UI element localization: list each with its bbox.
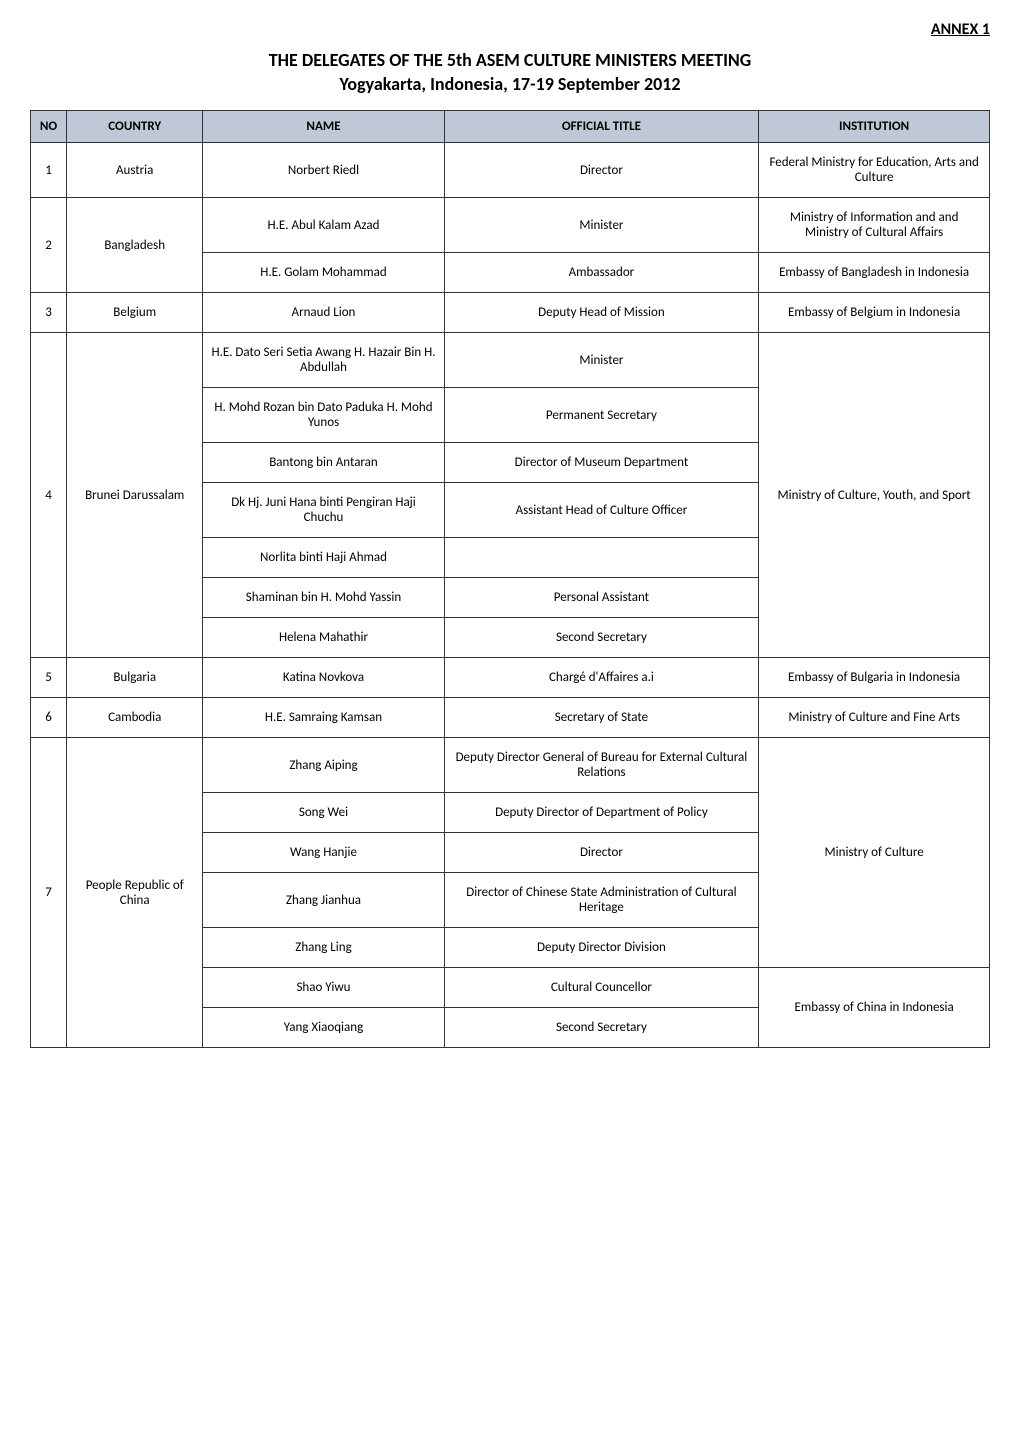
cell-title: Director of Museum Department [444, 443, 759, 483]
cell-title: Deputy Head of Mission [444, 293, 759, 333]
cell-no: 6 [31, 698, 67, 738]
table-row: 4 Brunei Darussalam H.E. Dato Seri Setia… [31, 333, 990, 388]
cell-title: Deputy Director General of Bureau for Ex… [444, 738, 759, 793]
cell-country: Brunei Darussalam [67, 333, 203, 658]
cell-title: Permanent Secretary [444, 388, 759, 443]
cell-name: Helena Mahathir [203, 618, 444, 658]
cell-no: 5 [31, 658, 67, 698]
cell-institution: Embassy of Bangladesh in Indonesia [759, 253, 990, 293]
cell-title: Second Secretary [444, 618, 759, 658]
cell-title [444, 538, 759, 578]
table-row: 2 Bangladesh H.E. Abul Kalam Azad Minist… [31, 198, 990, 253]
cell-institution: Embassy of Bulgaria in Indonesia [759, 658, 990, 698]
cell-country: Austria [67, 143, 203, 198]
cell-name: Arnaud Lion [203, 293, 444, 333]
cell-name: Norbert Riedl [203, 143, 444, 198]
cell-title: Director [444, 143, 759, 198]
cell-title: Director of Chinese State Administration… [444, 873, 759, 928]
cell-title: Ambassador [444, 253, 759, 293]
cell-name: Wang Hanjie [203, 833, 444, 873]
cell-name: Norlita binti Haji Ahmad [203, 538, 444, 578]
cell-name: Shaminan bin H. Mohd Yassin [203, 578, 444, 618]
cell-name: Bantong bin Antaran [203, 443, 444, 483]
cell-title: Secretary of State [444, 698, 759, 738]
cell-no: 4 [31, 333, 67, 658]
cell-no: 3 [31, 293, 67, 333]
cell-title: Second Secretary [444, 1008, 759, 1048]
cell-name: Song Wei [203, 793, 444, 833]
table-header-row: NO COUNTRY NAME OFFICIAL TITLE INSTITUTI… [31, 111, 990, 143]
delegates-table: NO COUNTRY NAME OFFICIAL TITLE INSTITUTI… [30, 110, 990, 1048]
cell-name: H.E. Samraing Kamsan [203, 698, 444, 738]
cell-institution: Embassy of China in Indonesia [759, 968, 990, 1048]
cell-country: Cambodia [67, 698, 203, 738]
table-row: 1 Austria Norbert Riedl Director Federal… [31, 143, 990, 198]
cell-institution: Federal Ministry for Education, Arts and… [759, 143, 990, 198]
col-header-title: OFFICIAL TITLE [444, 111, 759, 143]
cell-name: Shao Yiwu [203, 968, 444, 1008]
cell-no: 7 [31, 738, 67, 1048]
cell-institution: Ministry of Culture and Fine Arts [759, 698, 990, 738]
cell-title: Cultural Councellor [444, 968, 759, 1008]
col-header-no: NO [31, 111, 67, 143]
table-row: 6 Cambodia H.E. Samraing Kamsan Secretar… [31, 698, 990, 738]
table-row: 7 People Republic of China Zhang Aiping … [31, 738, 990, 793]
cell-name: H.E. Golam Mohammad [203, 253, 444, 293]
cell-institution: Ministry of Culture, Youth, and Sport [759, 333, 990, 658]
cell-title: Personal Assistant [444, 578, 759, 618]
cell-no: 2 [31, 198, 67, 293]
cell-title: Minister [444, 333, 759, 388]
cell-name: Katina Novkova [203, 658, 444, 698]
cell-name: H.E. Dato Seri Setia Awang H. Hazair Bin… [203, 333, 444, 388]
cell-name: Zhang Ling [203, 928, 444, 968]
cell-country: Belgium [67, 293, 203, 333]
cell-title: Director [444, 833, 759, 873]
cell-country: People Republic of China [67, 738, 203, 1048]
page-title-main: THE DELEGATES OF THE 5th ASEM CULTURE MI… [30, 49, 990, 71]
table-row: 3 Belgium Arnaud Lion Deputy Head of Mis… [31, 293, 990, 333]
col-header-institution: INSTITUTION [759, 111, 990, 143]
cell-country: Bulgaria [67, 658, 203, 698]
page-title-sub: Yogyakarta, Indonesia, 17-19 September 2… [30, 73, 990, 95]
cell-title: Deputy Director Division [444, 928, 759, 968]
col-header-name: NAME [203, 111, 444, 143]
cell-name: Dk Hj. Juni Hana binti Pengiran Haji Chu… [203, 483, 444, 538]
cell-title: Minister [444, 198, 759, 253]
cell-name: Yang Xiaoqiang [203, 1008, 444, 1048]
cell-name: Zhang Aiping [203, 738, 444, 793]
cell-name: Zhang Jianhua [203, 873, 444, 928]
cell-title: Chargé d'Affaires a.i [444, 658, 759, 698]
cell-name: H. Mohd Rozan bin Dato Paduka H. Mohd Yu… [203, 388, 444, 443]
table-row: 5 Bulgaria Katina Novkova Chargé d'Affai… [31, 658, 990, 698]
cell-institution: Ministry of Culture [759, 738, 990, 968]
col-header-country: COUNTRY [67, 111, 203, 143]
cell-title: Assistant Head of Culture Officer [444, 483, 759, 538]
cell-no: 1 [31, 143, 67, 198]
annex-label: ANNEX 1 [30, 20, 990, 39]
cell-title: Deputy Director of Department of Policy [444, 793, 759, 833]
cell-institution: Embassy of Belgium in Indonesia [759, 293, 990, 333]
cell-institution: Ministry of Information and and Ministry… [759, 198, 990, 253]
cell-name: H.E. Abul Kalam Azad [203, 198, 444, 253]
cell-country: Bangladesh [67, 198, 203, 293]
